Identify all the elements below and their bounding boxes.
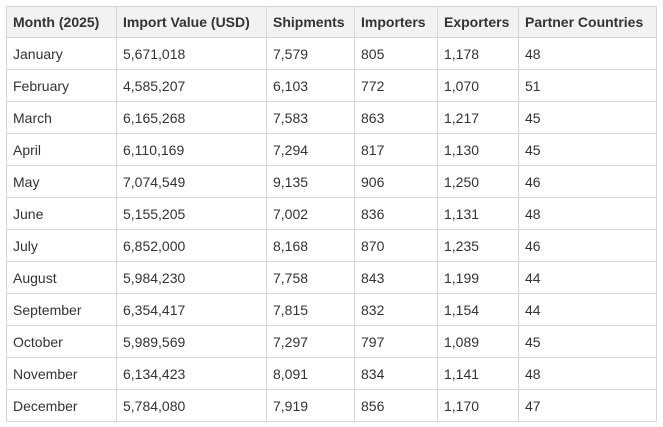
import-value-cell: 4,585,207 (116, 69, 267, 102)
month-cell: January (6, 37, 117, 70)
importers-cell: 870 (354, 229, 438, 262)
table-row: June 5,155,205 7,002 836 1,131 48 (6, 197, 657, 230)
table-body: January 5,671,018 7,579 805 1,178 48 February 4… (6, 37, 657, 422)
import-value-cell: 6,354,417 (116, 293, 267, 326)
month-cell: July (6, 229, 117, 262)
shipments-cell: 7,297 (266, 325, 355, 358)
partner-countries-cell: 44 (518, 293, 657, 326)
import-value-cell: 5,989,569 (116, 325, 267, 358)
header-row: Month (2025) Import Value (USD) Shipment… (6, 6, 657, 38)
table-row: December 5,784,080 7,919 856 1,170 47 (6, 389, 657, 422)
column-header-exporters: Exporters (437, 6, 519, 38)
import-value-cell: 7,074,549 (116, 165, 267, 198)
importers-cell: 836 (354, 197, 438, 230)
exporters-cell: 1,199 (437, 261, 519, 294)
exporters-cell: 1,130 (437, 133, 519, 166)
partner-countries-cell: 48 (518, 357, 657, 390)
month-cell: June (6, 197, 117, 230)
shipments-cell: 6,103 (266, 69, 355, 102)
table-row: May 7,074,549 9,135 906 1,250 46 (6, 165, 657, 198)
import-value-cell: 5,155,205 (116, 197, 267, 230)
table-row: November 6,134,423 8,091 834 1,141 48 (6, 357, 657, 390)
shipments-cell: 7,758 (266, 261, 355, 294)
import-value-cell: 6,165,268 (116, 101, 267, 134)
table-row: September 6,354,417 7,815 832 1,154 44 (6, 293, 657, 326)
month-cell: September (6, 293, 117, 326)
month-cell: April (6, 133, 117, 166)
table-row: March 6,165,268 7,583 863 1,217 45 (6, 101, 657, 134)
exporters-cell: 1,154 (437, 293, 519, 326)
exporters-cell: 1,217 (437, 101, 519, 134)
shipments-cell: 7,815 (266, 293, 355, 326)
partner-countries-cell: 48 (518, 37, 657, 70)
exporters-cell: 1,089 (437, 325, 519, 358)
importers-cell: 805 (354, 37, 438, 70)
column-header-import-value: Import Value (USD) (116, 6, 267, 38)
shipments-cell: 8,168 (266, 229, 355, 262)
monthly-import-table: Month (2025) Import Value (USD) Shipment… (6, 6, 657, 422)
importers-cell: 843 (354, 261, 438, 294)
exporters-cell: 1,141 (437, 357, 519, 390)
exporters-cell: 1,070 (437, 69, 519, 102)
table-row: August 5,984,230 7,758 843 1,199 44 (6, 261, 657, 294)
column-header-partner-countries: Partner Countries (518, 6, 657, 38)
partner-countries-cell: 44 (518, 261, 657, 294)
table-row: July 6,852,000 8,168 870 1,235 46 (6, 229, 657, 262)
month-cell: March (6, 101, 117, 134)
month-cell: December (6, 389, 117, 422)
importers-cell: 863 (354, 101, 438, 134)
month-cell: August (6, 261, 117, 294)
month-cell: May (6, 165, 117, 198)
import-value-cell: 6,110,169 (116, 133, 267, 166)
table-container: Month (2025) Import Value (USD) Shipment… (6, 6, 657, 422)
shipments-cell: 9,135 (266, 165, 355, 198)
table-row: February 4,585,207 6,103 772 1,070 51 (6, 69, 657, 102)
importers-cell: 817 (354, 133, 438, 166)
partner-countries-cell: 47 (518, 389, 657, 422)
exporters-cell: 1,170 (437, 389, 519, 422)
importers-cell: 832 (354, 293, 438, 326)
shipments-cell: 7,583 (266, 101, 355, 134)
import-value-cell: 6,134,423 (116, 357, 267, 390)
exporters-cell: 1,235 (437, 229, 519, 262)
month-cell: October (6, 325, 117, 358)
partner-countries-cell: 45 (518, 133, 657, 166)
import-value-cell: 5,671,018 (116, 37, 267, 70)
month-cell: February (6, 69, 117, 102)
column-header-importers: Importers (354, 6, 438, 38)
partner-countries-cell: 46 (518, 165, 657, 198)
partner-countries-cell: 48 (518, 197, 657, 230)
importers-cell: 906 (354, 165, 438, 198)
import-value-cell: 5,984,230 (116, 261, 267, 294)
importers-cell: 856 (354, 389, 438, 422)
partner-countries-cell: 45 (518, 101, 657, 134)
shipments-cell: 8,091 (266, 357, 355, 390)
partner-countries-cell: 51 (518, 69, 657, 102)
shipments-cell: 7,294 (266, 133, 355, 166)
importers-cell: 797 (354, 325, 438, 358)
shipments-cell: 7,579 (266, 37, 355, 70)
table-row: April 6,110,169 7,294 817 1,130 45 (6, 133, 657, 166)
table-row: January 5,671,018 7,579 805 1,178 48 (6, 37, 657, 70)
importers-cell: 772 (354, 69, 438, 102)
table-row: October 5,989,569 7,297 797 1,089 45 (6, 325, 657, 358)
column-header-month: Month (2025) (6, 6, 117, 38)
shipments-cell: 7,002 (266, 197, 355, 230)
exporters-cell: 1,131 (437, 197, 519, 230)
shipments-cell: 7,919 (266, 389, 355, 422)
column-header-shipments: Shipments (266, 6, 355, 38)
exporters-cell: 1,178 (437, 37, 519, 70)
partner-countries-cell: 45 (518, 325, 657, 358)
import-value-cell: 6,852,000 (116, 229, 267, 262)
import-value-cell: 5,784,080 (116, 389, 267, 422)
partner-countries-cell: 46 (518, 229, 657, 262)
exporters-cell: 1,250 (437, 165, 519, 198)
importers-cell: 834 (354, 357, 438, 390)
month-cell: November (6, 357, 117, 390)
